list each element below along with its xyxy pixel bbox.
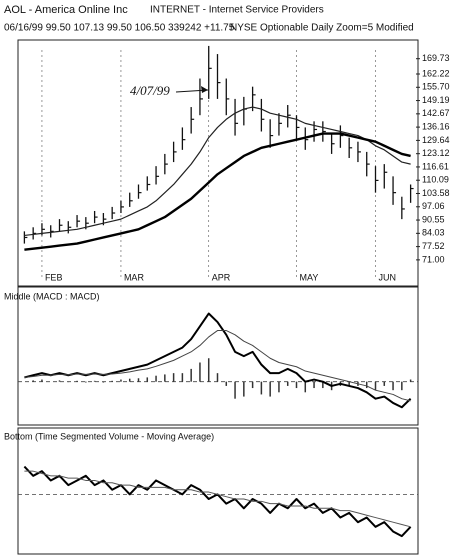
y-tick-label: 149.19 xyxy=(422,95,450,105)
y-tick-label: 116.61 xyxy=(422,161,449,171)
tsv-frame xyxy=(17,427,419,555)
x-tick-label: MAY xyxy=(300,272,319,282)
price-frame xyxy=(17,39,419,287)
y-tick-label: 136.16 xyxy=(422,121,450,131)
x-tick-label: FEB xyxy=(45,272,63,282)
y-tick-label: 169.73 xyxy=(422,53,450,63)
x-tick-label: JUN xyxy=(379,272,397,282)
x-tick-label: MAR xyxy=(124,272,145,282)
macd-frame xyxy=(17,286,419,426)
chart-subtitle: INTERNET - Internet Service Providers xyxy=(150,5,324,16)
y-tick-label: 90.55 xyxy=(422,214,445,224)
y-tick-label: 71.00 xyxy=(422,254,445,264)
y-tick-label: 97.06 xyxy=(422,201,445,211)
chart-title: AOL - America Online Inc xyxy=(4,4,128,16)
y-tick-label: 155.70 xyxy=(422,82,450,92)
y-tick-label: 77.52 xyxy=(422,241,445,251)
x-tick-label: APR xyxy=(212,272,231,282)
moving-average xyxy=(24,106,411,237)
quote-line: 06/16/99 99.50 107.13 99.50 106.50 33924… xyxy=(4,23,235,34)
y-tick-label: 162.22 xyxy=(422,68,450,78)
panel-label: Bottom (Time Segmented Volume - Moving A… xyxy=(4,431,214,441)
settings-line: NYSE Optionable Daily Zoom=5 Modified xyxy=(230,23,414,34)
y-tick-label: 142.67 xyxy=(422,108,450,118)
y-tick-label: 123.12 xyxy=(422,148,450,158)
panel-label: Middle (MACD : MACD) xyxy=(4,291,100,301)
moving-average xyxy=(24,132,411,251)
y-tick-label: 110.09 xyxy=(422,175,449,185)
y-tick-label: 103.58 xyxy=(422,188,450,198)
indicator-line xyxy=(24,330,411,402)
y-tick-label: 129.64 xyxy=(422,135,450,145)
arrow-head xyxy=(201,86,208,93)
indicator-line xyxy=(24,470,411,528)
y-tick-label: 84.03 xyxy=(422,228,445,238)
annotation: 4/07/99 xyxy=(130,83,170,98)
